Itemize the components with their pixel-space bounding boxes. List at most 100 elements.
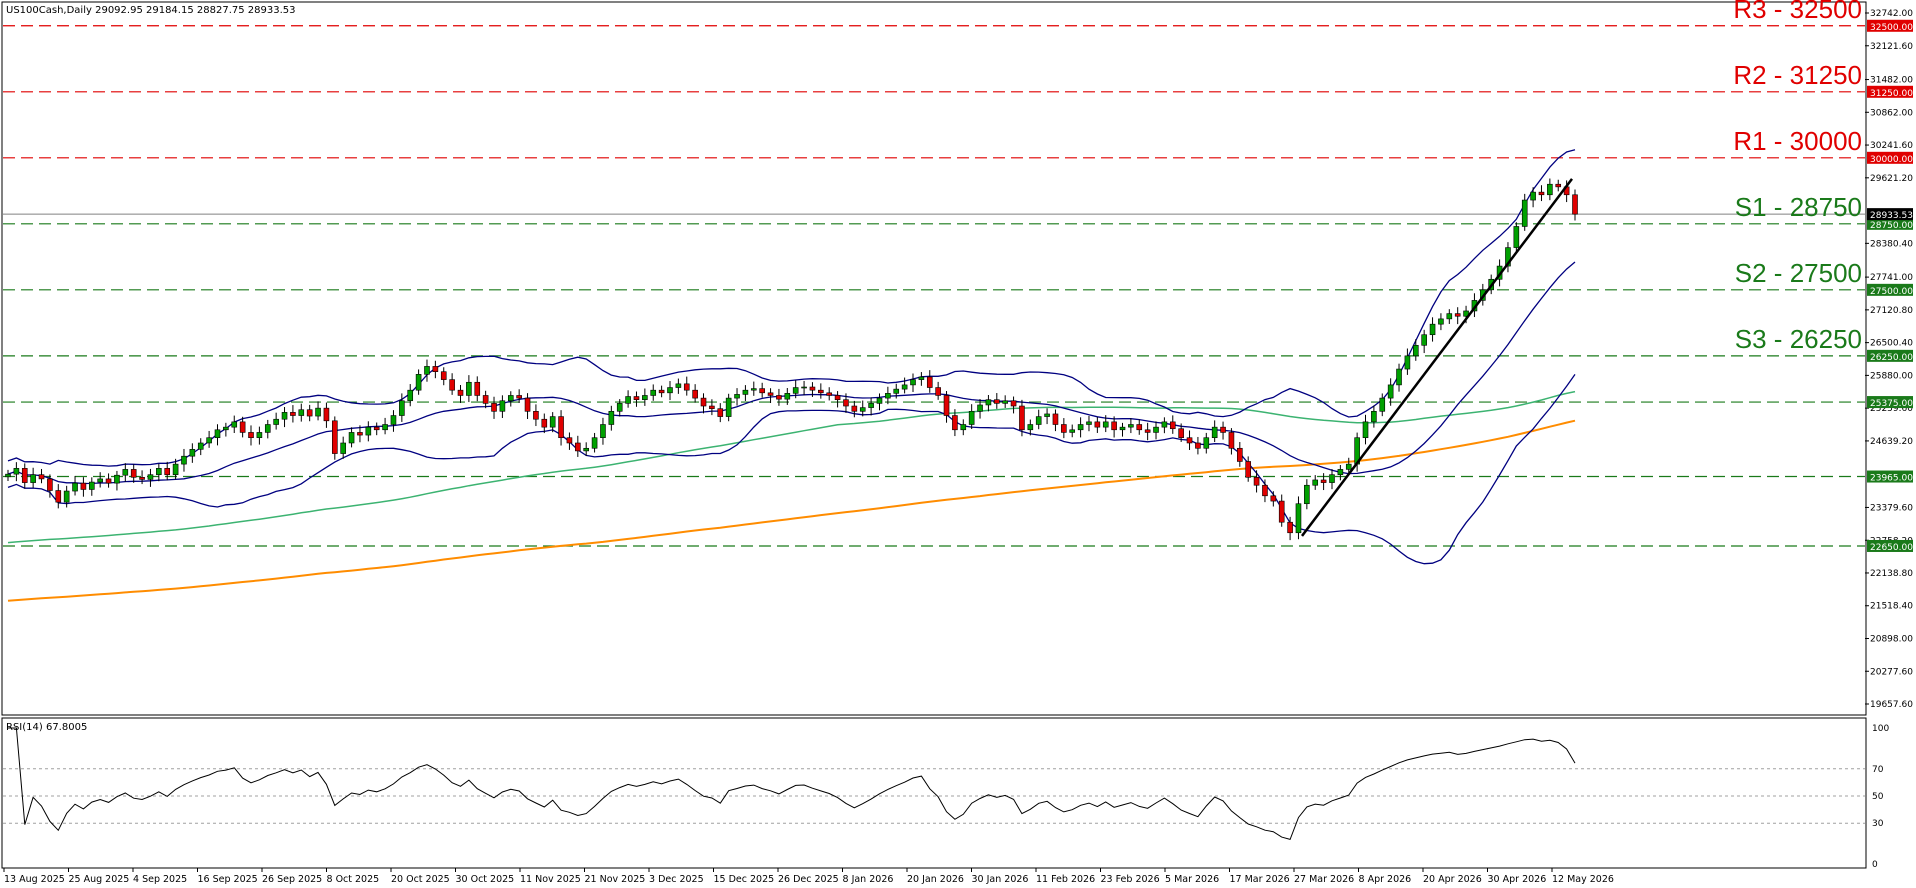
- x-tick-label: 8 Jan 2026: [843, 874, 894, 885]
- candle-body: [1547, 183, 1553, 196]
- candle-body: [264, 424, 271, 433]
- level-tag-7: 23965.00: [1870, 474, 1913, 484]
- candle-body: [650, 389, 657, 396]
- candle-body: [491, 403, 497, 412]
- candle-body: [893, 388, 900, 394]
- candle-body: [122, 469, 129, 476]
- candle-body: [1412, 344, 1419, 357]
- candle-body: [717, 408, 724, 417]
- candle-body: [1270, 495, 1277, 502]
- candle-body: [591, 437, 598, 449]
- candle-body: [482, 395, 489, 404]
- x-axis: 13 Aug 2025 25 Aug 2025 4 Sep 2025 16 Sep 2…: [3, 868, 1614, 885]
- level-label-0: R3 - 32500: [1733, 0, 1862, 24]
- candle-body: [734, 394, 740, 399]
- candle-body: [625, 396, 631, 404]
- candle-body: [1438, 318, 1444, 325]
- y-tick-label: 19657.60: [1870, 700, 1913, 710]
- candle-body: [231, 421, 238, 428]
- x-tick-label: 25 Aug 2025: [69, 874, 130, 885]
- x-tick-label: 30 Oct 2025: [456, 874, 515, 885]
- rsi-line: [8, 727, 1576, 841]
- candle-body: [918, 376, 925, 380]
- candle-body: [457, 389, 464, 396]
- x-tick-label: 21 Nov 2025: [585, 874, 646, 885]
- rsi-tick-label: 100: [1872, 724, 1889, 734]
- candle-body: [1295, 503, 1302, 534]
- rsi-tick-label: 30: [1872, 819, 1884, 829]
- candle-body: [1061, 424, 1067, 433]
- candle-body: [876, 397, 883, 404]
- candle-body: [935, 387, 941, 396]
- candle-body: [63, 490, 70, 503]
- candle-body: [1144, 429, 1151, 433]
- candle-body: [767, 392, 774, 396]
- candle-body: [281, 412, 288, 420]
- level-tag-0: 32500.00: [1870, 23, 1913, 33]
- x-tick-label: 20 Jan 2026: [907, 874, 964, 885]
- candle-body: [298, 409, 305, 416]
- current-price-tag-bg: [1867, 208, 1913, 221]
- candle-body: [776, 395, 782, 400]
- y-tick-label: 21518.40: [1870, 602, 1913, 612]
- candle-body: [700, 397, 707, 407]
- candle-body: [424, 366, 430, 375]
- y-tick-label: 26500.40: [1870, 339, 1913, 349]
- current-price-tag: 28933.53: [1870, 211, 1913, 221]
- candle-body: [1337, 469, 1344, 475]
- candle-body: [105, 478, 112, 484]
- rsi-tick-label: 70: [1872, 765, 1884, 775]
- candle-body: [524, 397, 531, 412]
- candle-body: [1521, 199, 1528, 227]
- candle-body: [348, 432, 355, 444]
- candle-body: [1002, 400, 1008, 404]
- candle-body: [1555, 183, 1562, 188]
- candle-body: [164, 468, 171, 475]
- candle-body: [616, 403, 623, 412]
- candle-body: [97, 478, 103, 483]
- candle-body: [759, 388, 765, 394]
- candle-body: [1052, 413, 1059, 425]
- bollinger-lower: [7, 374, 1576, 565]
- candle-body: [340, 442, 346, 454]
- candle-body: [88, 481, 95, 490]
- x-tick-label: 8 Oct 2025: [327, 874, 380, 885]
- candle-body: [843, 399, 849, 407]
- candle-body: [365, 426, 372, 436]
- x-tick-label: 8 Apr 2026: [1359, 874, 1412, 885]
- candle-body: [1530, 191, 1536, 201]
- candle-body: [1220, 426, 1226, 433]
- candle-body: [1454, 313, 1461, 317]
- level-tag-bg-3: [1867, 217, 1913, 230]
- level-label-3: S1 - 28750: [1735, 192, 1862, 222]
- candle-body: [1211, 426, 1218, 439]
- x-tick-label: 12 May 2026: [1552, 874, 1614, 885]
- candle-body: [725, 397, 732, 417]
- candle-body: [742, 389, 749, 395]
- candle-body: [1010, 400, 1017, 407]
- candle-body: [600, 424, 606, 439]
- candle-body: [977, 404, 983, 412]
- y-tick-label: 30241.60: [1870, 141, 1913, 151]
- candle-body: [675, 383, 682, 388]
- x-tick-label: 26 Dec 2025: [778, 874, 839, 885]
- candle-body: [952, 415, 958, 431]
- x-tick-label: 26 Sep 2025: [262, 874, 322, 885]
- candle-body: [692, 389, 698, 399]
- candle-body: [1086, 421, 1092, 425]
- x-tick-label: 30 Apr 2026: [1488, 874, 1547, 885]
- candle-body: [1421, 334, 1427, 346]
- candle-body: [1396, 368, 1402, 386]
- candle-body: [1069, 429, 1076, 433]
- candle-body: [1245, 461, 1251, 478]
- candle-body: [1169, 421, 1176, 430]
- candle-body: [223, 426, 229, 431]
- candle-body: [1228, 432, 1235, 449]
- candle-body: [633, 396, 640, 400]
- bollinger-upper: [7, 149, 1576, 467]
- candle-body: [323, 407, 330, 422]
- candle-body: [1178, 428, 1184, 439]
- level-tag-bg-2: [1867, 151, 1913, 164]
- candle-body: [55, 490, 62, 503]
- candle-body: [901, 384, 908, 390]
